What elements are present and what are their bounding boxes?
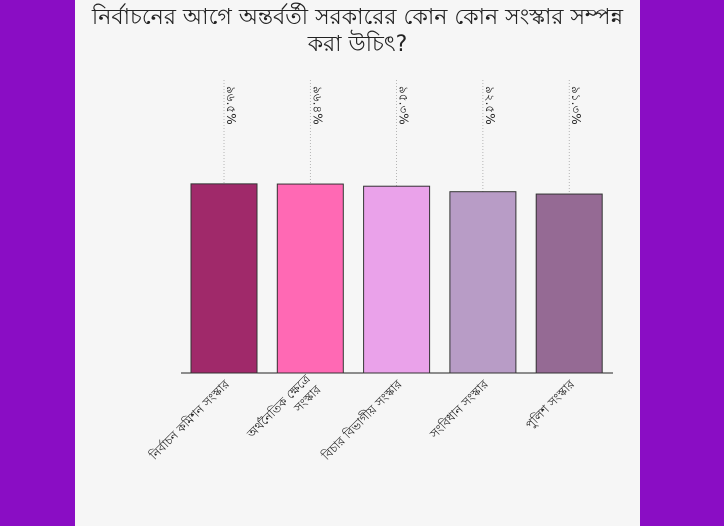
- bar: [449, 191, 517, 374]
- value-label: ৯২.৫%: [483, 86, 497, 125]
- bar: [276, 183, 344, 374]
- x-tick-label: সংবিধান সংস্কার: [427, 377, 492, 442]
- x-tick-label: অর্থনৈতিক ক্ষেত্রেসংস্কার: [244, 372, 324, 452]
- chart-title: নির্বাচনের আগে অন্তর্বর্তী সরকারের কোন ক…: [91, 5, 624, 57]
- bar: [190, 183, 258, 374]
- x-tick-label: পুলিশ সংস্কার: [523, 377, 578, 432]
- x-tick-label: নির্বাচন কমিশন সংস্কার: [146, 377, 232, 463]
- bar: [535, 193, 603, 374]
- value-label: ৯৫.৩%: [397, 86, 411, 125]
- value-label: ৯৬.৪%: [310, 86, 324, 125]
- value-label: ৯১.৩%: [569, 86, 583, 125]
- bar: [363, 185, 431, 374]
- x-tick-label: বিচার বিভাগীয় সংস্কার: [318, 377, 405, 464]
- value-label: ৯৬.৫%: [224, 86, 238, 125]
